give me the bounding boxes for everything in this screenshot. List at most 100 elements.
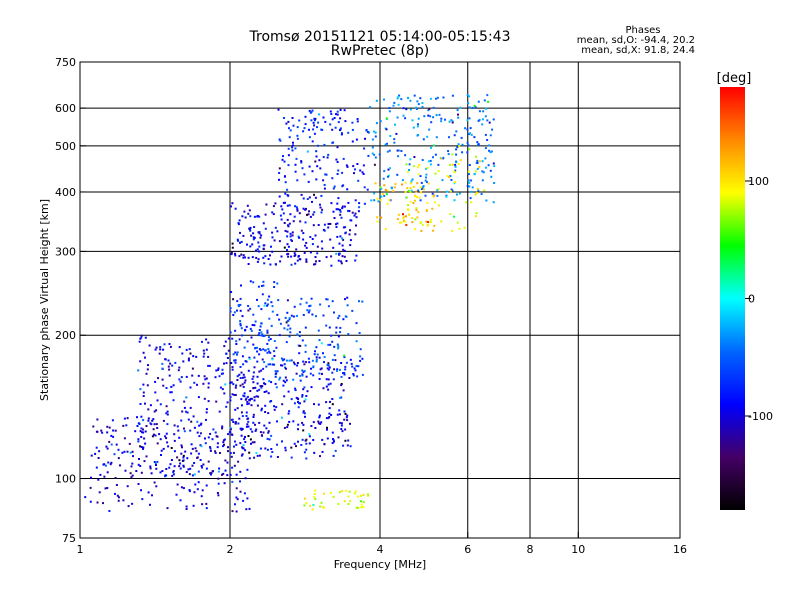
echo-point xyxy=(247,256,250,259)
echo-point xyxy=(122,424,125,427)
echo-point xyxy=(327,305,330,308)
echo-point xyxy=(266,351,269,354)
echo-point xyxy=(186,457,189,460)
echo-point xyxy=(95,446,98,449)
echo-point xyxy=(252,236,255,239)
echo-point xyxy=(429,97,432,100)
echo-point xyxy=(313,119,316,122)
echo-point xyxy=(303,497,306,500)
echo-point xyxy=(470,201,473,204)
echo-point xyxy=(363,202,366,205)
echo-point xyxy=(410,189,413,192)
echo-point xyxy=(286,204,289,207)
echo-point xyxy=(374,156,377,159)
echo-point xyxy=(263,391,266,393)
echo-point xyxy=(230,362,233,364)
echo-point xyxy=(326,363,329,366)
echo-point xyxy=(337,317,340,320)
echo-point xyxy=(294,163,297,166)
echo-point xyxy=(405,163,408,166)
echo-point xyxy=(362,493,365,496)
echo-point xyxy=(358,332,361,334)
echo-point xyxy=(403,219,405,222)
echo-point xyxy=(416,100,419,103)
echo-point xyxy=(386,202,389,205)
echo-point xyxy=(429,218,432,221)
echo-point xyxy=(287,147,290,150)
echo-point xyxy=(417,103,420,106)
echo-point xyxy=(285,379,288,382)
echo-point xyxy=(267,412,270,415)
echo-point xyxy=(343,373,346,376)
echo-point xyxy=(187,359,190,362)
echo-point xyxy=(346,419,349,422)
echo-point xyxy=(294,389,297,392)
echo-point xyxy=(165,432,168,435)
echo-point xyxy=(252,343,255,346)
echo-point xyxy=(436,96,439,99)
echo-point xyxy=(154,380,157,383)
echo-point xyxy=(316,165,319,168)
echo-point xyxy=(207,364,210,367)
echo-point xyxy=(458,145,461,148)
echo-point xyxy=(260,407,263,410)
echo-point xyxy=(258,388,261,391)
echo-point xyxy=(243,381,246,384)
echo-point xyxy=(306,390,309,393)
echo-point xyxy=(437,204,440,207)
echo-point xyxy=(332,438,334,440)
echo-point xyxy=(294,254,297,256)
echo-point xyxy=(234,503,236,506)
echo-point xyxy=(97,478,100,481)
echo-point xyxy=(425,167,428,170)
echo-point xyxy=(205,408,208,411)
echo-point xyxy=(354,490,357,493)
echo-point xyxy=(356,375,359,378)
echo-point xyxy=(358,206,361,209)
echo-point xyxy=(354,233,357,236)
echo-point xyxy=(247,212,250,215)
echo-point xyxy=(331,300,334,303)
echo-point xyxy=(308,309,311,312)
echo-point xyxy=(305,241,308,244)
echo-point xyxy=(355,365,358,367)
echo-point xyxy=(246,468,249,471)
echo-point xyxy=(167,365,170,368)
echo-point xyxy=(339,368,341,371)
echo-point xyxy=(347,333,350,336)
echo-point xyxy=(451,189,454,192)
echo-point xyxy=(249,245,252,248)
echo-point xyxy=(434,201,436,204)
echo-point xyxy=(244,379,247,382)
echo-point xyxy=(164,435,167,438)
echo-point xyxy=(189,386,192,389)
echo-point xyxy=(337,345,340,348)
echo-point xyxy=(419,175,422,178)
echo-point xyxy=(299,374,301,377)
echo-point xyxy=(314,256,317,258)
echo-point xyxy=(468,181,471,184)
echo-point xyxy=(352,165,355,168)
echo-point xyxy=(320,211,323,214)
echo-point xyxy=(447,153,450,156)
echo-point xyxy=(451,163,454,166)
echo-point xyxy=(302,429,305,432)
echo-point xyxy=(263,382,265,385)
echo-point xyxy=(244,435,246,438)
echo-point xyxy=(201,466,203,469)
echo-point xyxy=(214,431,217,434)
echo-point xyxy=(311,359,314,362)
echo-point xyxy=(344,428,347,431)
echo-point xyxy=(284,181,287,184)
echo-point xyxy=(344,412,347,415)
echo-point xyxy=(140,446,143,448)
echo-point xyxy=(457,163,460,165)
echo-point xyxy=(126,417,129,420)
echo-point xyxy=(248,507,251,510)
echo-point xyxy=(273,355,276,357)
echo-point xyxy=(232,314,235,316)
echo-point xyxy=(147,408,150,411)
echo-point xyxy=(357,495,360,498)
echo-point xyxy=(371,138,374,141)
echo-point xyxy=(262,280,265,283)
